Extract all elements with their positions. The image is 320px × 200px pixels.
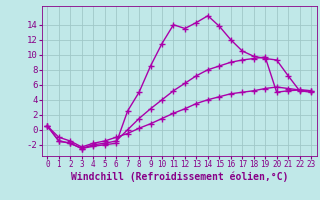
- X-axis label: Windchill (Refroidissement éolien,°C): Windchill (Refroidissement éolien,°C): [70, 172, 288, 182]
